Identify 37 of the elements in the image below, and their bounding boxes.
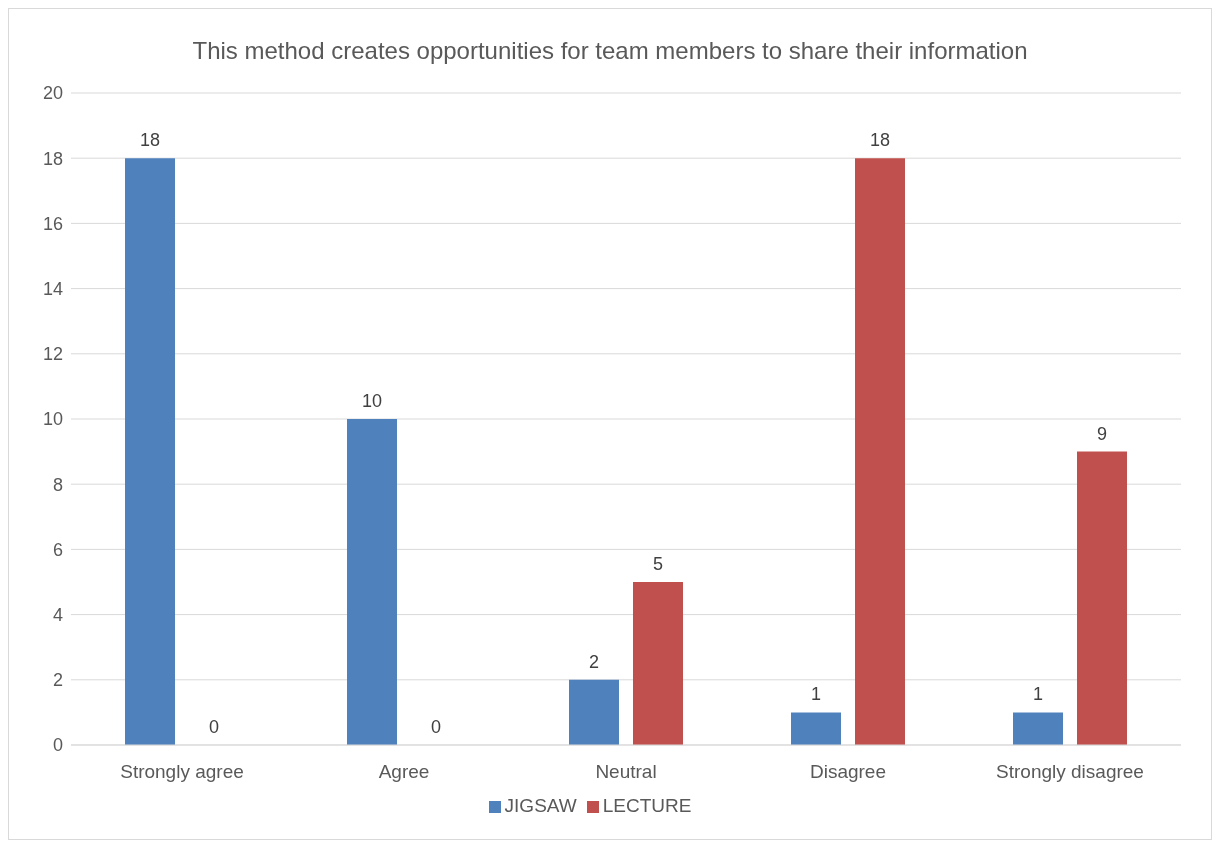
chart-title: This method creates opportunities for team members to share their information	[191, 37, 1029, 65]
bar	[125, 158, 175, 745]
y-tick-label: 12	[42, 344, 63, 365]
data-label: 2	[588, 651, 600, 672]
y-tick-label: 16	[42, 213, 63, 234]
bar	[855, 158, 905, 745]
y-tick-label: 2	[52, 670, 63, 691]
x-tick-label: Strongly disagree	[996, 761, 1144, 783]
x-tick-label: Neutral	[595, 761, 657, 783]
data-label: 18	[139, 130, 161, 151]
legend-label: JIGSAW	[504, 795, 577, 816]
data-label: 18	[869, 130, 891, 151]
y-tick-label: 8	[52, 474, 63, 495]
data-label: 5	[652, 554, 664, 574]
data-label: 0	[208, 716, 220, 737]
data-label: 10	[361, 391, 383, 411]
y-tick-label: 14	[42, 278, 63, 299]
data-label: 1	[810, 684, 822, 705]
data-label: 0	[430, 716, 442, 737]
y-tick-label: 0	[52, 735, 63, 756]
bar	[1013, 712, 1063, 745]
legend-label: LECTURE	[602, 795, 692, 816]
bar	[347, 419, 397, 745]
data-label: 9	[1096, 423, 1108, 444]
y-tick-label: 18	[42, 148, 63, 169]
y-tick-label: 4	[52, 604, 63, 625]
y-tick-label: 10	[42, 409, 63, 430]
x-tick-label: Agree	[378, 761, 430, 783]
bar	[569, 679, 619, 745]
bar	[633, 582, 683, 745]
bar	[791, 712, 841, 745]
data-label: 1	[1032, 684, 1044, 705]
x-tick-label: Strongly agree	[120, 761, 244, 783]
x-tick-label: Disagree	[809, 761, 887, 783]
y-tick-label: 6	[52, 539, 63, 560]
bar	[1077, 451, 1127, 745]
y-tick-label: 20	[42, 83, 63, 104]
